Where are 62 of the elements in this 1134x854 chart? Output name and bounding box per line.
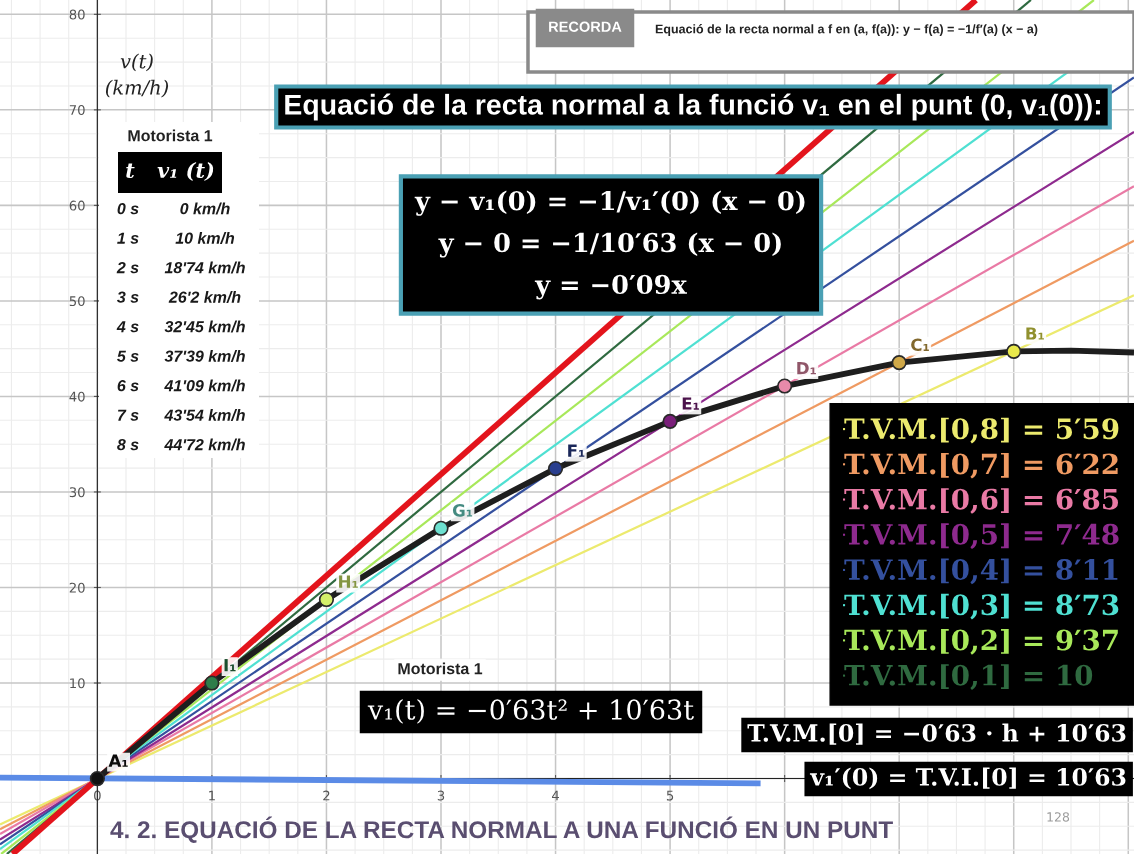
annotation: 0 s bbox=[117, 202, 139, 215]
legend-label: T.V.M.[0,1] = 10 bbox=[844, 664, 1093, 690]
x-tick-label: 4 bbox=[551, 790, 559, 801]
annotation: 26'2 km/h bbox=[168, 291, 241, 303]
annotation: 41'09 km/h bbox=[164, 379, 245, 392]
annotation: G₁ bbox=[452, 504, 473, 517]
annotation: 4 s bbox=[116, 321, 139, 333]
x-tick-label: 1 bbox=[209, 790, 215, 801]
annotation: 0 km/h bbox=[180, 202, 230, 215]
annotation: B₁ bbox=[1026, 327, 1044, 340]
annotation: 10 km/h bbox=[175, 232, 235, 244]
annotation: 32'45 km/h bbox=[164, 320, 245, 333]
annotation: A₁ bbox=[108, 754, 128, 767]
x-tick-label: 3 bbox=[437, 790, 445, 801]
annotation: 7 s bbox=[118, 409, 139, 421]
annotation: RECORDA bbox=[549, 21, 622, 32]
annotation: F₁ bbox=[568, 444, 585, 457]
annotation: 1 s bbox=[117, 232, 139, 244]
y-tick-label: 70 bbox=[69, 105, 85, 116]
annotation: D₁ bbox=[797, 362, 816, 375]
y-tick-label: 10 bbox=[70, 678, 85, 689]
annotation: 44'72 km/h bbox=[164, 438, 245, 451]
legend-label: T.V.M.[0,7] = 6′22 bbox=[844, 452, 1118, 479]
annotation: 43'54 km/h bbox=[164, 409, 245, 421]
annotation: v₁ (t) bbox=[157, 161, 214, 181]
annotation: 5 s bbox=[117, 350, 139, 362]
legend-label: T.V.M.[0,5] = 7′48 bbox=[844, 523, 1119, 550]
y-tick-label: 20 bbox=[69, 582, 85, 593]
x-tick-label: 2 bbox=[323, 790, 330, 801]
annotation: v₁′(0) = T.V.I.[0] = 10′63 bbox=[809, 767, 1126, 790]
annotation: 37'39 km/h bbox=[164, 350, 245, 362]
x-tick-label: 5 bbox=[666, 790, 674, 801]
legend-label: T.V.M.[0,6] = 6′85 bbox=[844, 488, 1119, 514]
annotation: C₁ bbox=[911, 338, 929, 352]
annotation: y − v₁(0) = −1/v₁′(0) (x − 0) y − 0 = −1/10′63 (x − 0) y = −0′09x bbox=[414, 190, 805, 300]
annotation: Equació de la recta normal a f en (a, f(a)): y − f(a) = −1/f′(a) (x − a) bbox=[655, 24, 1038, 36]
y-axis-title: v(t) (km/h) bbox=[106, 53, 169, 98]
annotation: I₁ bbox=[224, 659, 236, 672]
y-tick-label: 40 bbox=[69, 391, 85, 402]
annotation: 18'74 km/h bbox=[164, 261, 245, 274]
annotation: H₁ bbox=[339, 575, 358, 588]
y-tick-label: 30 bbox=[69, 487, 85, 498]
legend-label: T.V.M.[0,4] = 8′11 bbox=[844, 558, 1118, 585]
annotation: Motorista 1 bbox=[128, 129, 213, 142]
annotation: 4. 2. EQUACIÓ DE LA RECTA NORMAL A UNA FUNCIÓ EN UN PUNT bbox=[110, 816, 893, 843]
annotation: 3 s bbox=[117, 291, 139, 303]
legend-label: T.V.M.[0,8] = 5′59 bbox=[844, 417, 1119, 444]
annotation: Motorista 1 bbox=[398, 662, 483, 675]
annotation: 128 bbox=[1047, 812, 1070, 822]
annotation: v₁(t) = −0′63t² + 10′63t bbox=[367, 698, 694, 724]
annotation: 2 s bbox=[116, 261, 139, 274]
annotation: 6 s bbox=[117, 379, 139, 392]
annotation: T.V.M.[0] = −0′63 · h + 10′63 bbox=[747, 723, 1126, 745]
y-tick-label: 80 bbox=[69, 9, 85, 20]
annotation: E₁ bbox=[682, 397, 699, 410]
annotation: t bbox=[126, 163, 135, 179]
annotation: 8 s bbox=[117, 438, 139, 451]
text: Equació de la recta normal a la funció v₁ en el punt (0, v₁(0)): bbox=[285, 93, 1100, 121]
y-tick-label: 60 bbox=[69, 200, 85, 211]
legend-label: T.V.M.[0,3] = 8′73 bbox=[844, 593, 1119, 620]
y-tick-label: 50 bbox=[69, 296, 85, 307]
legend-label: T.V.M.[0,2] = 9′37 bbox=[844, 629, 1118, 655]
